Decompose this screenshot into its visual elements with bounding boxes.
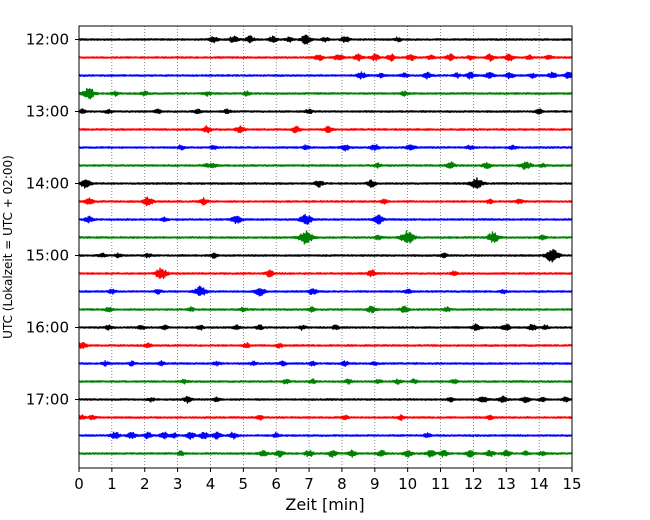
trace-1545 <box>78 305 573 314</box>
trace-1745 <box>78 449 573 458</box>
trace-1315 <box>78 125 573 134</box>
x-tick-label: 12 <box>464 475 483 493</box>
x-tick-label: 9 <box>370 475 380 493</box>
trace-lines <box>78 34 573 458</box>
trace-1500 <box>78 248 573 263</box>
trace-1400 <box>78 177 573 189</box>
plot-background <box>79 26 572 468</box>
x-axis: 0 1 2 3 4 5 6 7 8 9 10 11 12 13 14 15 <box>74 468 582 493</box>
y-tick-label: 15:00 <box>26 247 69 265</box>
x-tick-label: 0 <box>74 475 84 493</box>
x-tick-label: 5 <box>239 475 249 493</box>
trace-1245 <box>78 87 573 100</box>
x-tick-label: 1 <box>107 475 117 493</box>
y-tick-label: 16:00 <box>26 319 69 337</box>
trace-1615 <box>78 341 573 350</box>
y-tick-label: 14:00 <box>26 175 69 193</box>
x-tick-label: 11 <box>431 475 450 493</box>
trace-1700 <box>78 395 573 404</box>
trace-1445 <box>78 230 573 245</box>
trace-1300 <box>78 108 573 115</box>
x-tick-label: 3 <box>173 475 183 493</box>
y-tick-label: 12:00 <box>26 31 69 49</box>
x-tick-label: 15 <box>562 475 581 493</box>
trace-1530 <box>78 285 573 297</box>
x-tick-label: 10 <box>398 475 417 493</box>
x-tick-label: 7 <box>304 475 314 493</box>
y-tick-label: 13:00 <box>26 103 69 121</box>
plot-frame <box>78 25 573 469</box>
x-tick-label: 13 <box>497 475 516 493</box>
trace-1645 <box>78 378 573 385</box>
trace-1430 <box>78 213 573 225</box>
trace-1715 <box>78 414 573 421</box>
trace-1630 <box>78 360 573 367</box>
x-axis-title: Zeit [min] <box>285 495 364 514</box>
x-tick-label: 2 <box>140 475 150 493</box>
x-tick-label: 14 <box>530 475 549 493</box>
trace-1515 <box>78 267 573 279</box>
x-tick-label: 8 <box>337 475 347 493</box>
x-tick-label: 6 <box>271 475 281 493</box>
y-tick-label: 17:00 <box>26 391 69 409</box>
trace-1230 <box>78 71 573 80</box>
trace-1345 <box>78 161 573 171</box>
y-axis-title: UTC (Lokalzeit = UTC + 02:00) <box>1 155 15 339</box>
y-axis: 12:00 13:00 14:00 15:00 16:00 17:00 <box>26 31 79 409</box>
trace-1600 <box>78 323 573 332</box>
x-tick-label: 4 <box>206 475 216 493</box>
trace-1330 <box>78 144 573 152</box>
trace-1415 <box>78 196 573 207</box>
trace-1215 <box>78 53 573 62</box>
trace-1730 <box>78 431 573 440</box>
trace-1200 <box>78 34 573 45</box>
